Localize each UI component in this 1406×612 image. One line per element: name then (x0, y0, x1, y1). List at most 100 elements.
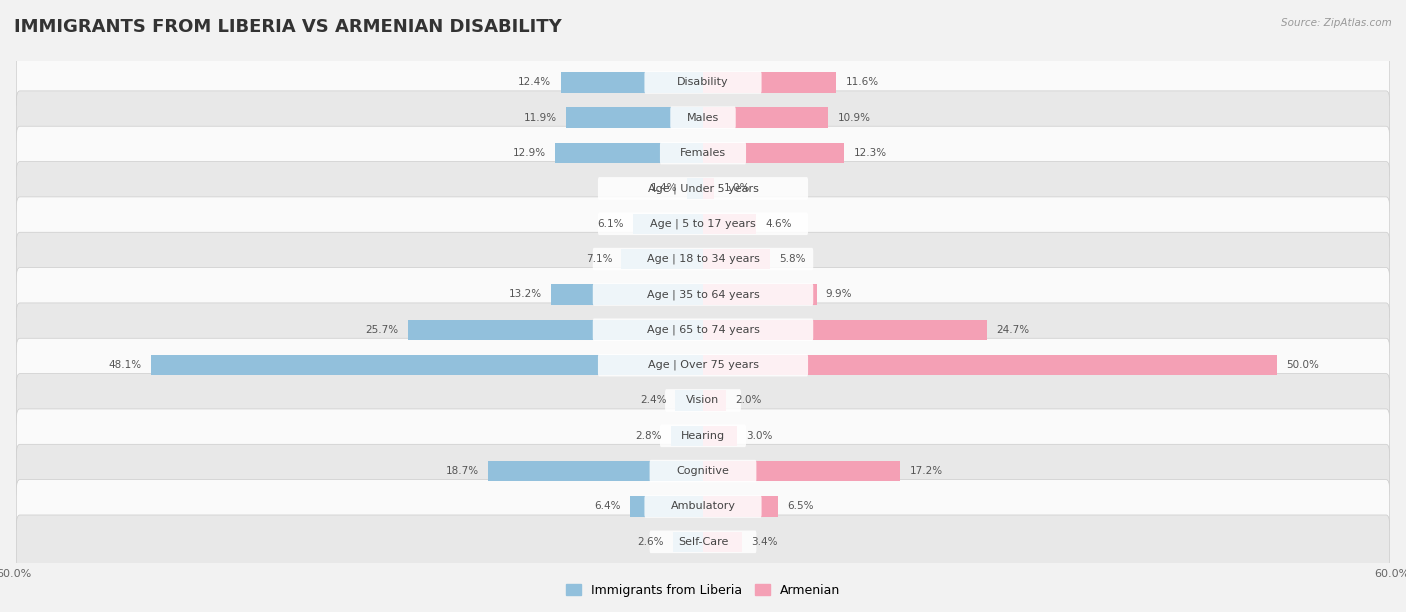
Bar (488, 461, 703, 482)
Text: 6.4%: 6.4% (593, 501, 620, 512)
Bar (703, 72, 837, 92)
Bar (703, 390, 725, 411)
FancyBboxPatch shape (644, 495, 762, 518)
Text: 1.4%: 1.4% (651, 184, 678, 193)
Text: Cognitive: Cognitive (676, 466, 730, 476)
Text: 4.6%: 4.6% (765, 218, 792, 229)
FancyBboxPatch shape (17, 409, 1389, 463)
Text: 13.2%: 13.2% (509, 289, 543, 299)
Text: 17.2%: 17.2% (910, 466, 943, 476)
FancyBboxPatch shape (659, 142, 747, 165)
Bar (703, 143, 844, 163)
Bar (150, 355, 703, 375)
FancyBboxPatch shape (17, 338, 1389, 392)
FancyBboxPatch shape (17, 480, 1389, 533)
FancyBboxPatch shape (671, 106, 735, 129)
FancyBboxPatch shape (598, 177, 808, 200)
Text: Source: ZipAtlas.com: Source: ZipAtlas.com (1281, 18, 1392, 28)
Text: Age | 5 to 17 years: Age | 5 to 17 years (650, 218, 756, 229)
Bar (703, 355, 1277, 375)
Bar (561, 72, 703, 92)
Bar (703, 249, 769, 269)
Text: Males: Males (688, 113, 718, 123)
Text: 3.0%: 3.0% (747, 431, 773, 441)
Text: 7.1%: 7.1% (586, 254, 612, 264)
FancyBboxPatch shape (17, 56, 1389, 110)
FancyBboxPatch shape (593, 318, 813, 341)
Bar (703, 284, 817, 305)
Text: 6.1%: 6.1% (598, 218, 624, 229)
Text: Ambulatory: Ambulatory (671, 501, 735, 512)
FancyBboxPatch shape (650, 531, 756, 553)
Text: Age | Over 75 years: Age | Over 75 years (648, 360, 758, 370)
Bar (633, 214, 703, 234)
Bar (688, 178, 703, 199)
Bar (621, 249, 703, 269)
Text: 2.6%: 2.6% (637, 537, 664, 547)
Bar (703, 496, 778, 517)
FancyBboxPatch shape (17, 267, 1389, 321)
FancyBboxPatch shape (650, 460, 756, 482)
Text: 12.3%: 12.3% (853, 148, 887, 158)
Bar (703, 108, 828, 128)
Text: Age | 35 to 64 years: Age | 35 to 64 years (647, 289, 759, 300)
FancyBboxPatch shape (598, 354, 808, 376)
FancyBboxPatch shape (17, 444, 1389, 498)
Text: 18.7%: 18.7% (446, 466, 479, 476)
Bar (551, 284, 703, 305)
Text: 1.0%: 1.0% (724, 184, 749, 193)
Text: 11.6%: 11.6% (845, 77, 879, 88)
Bar (703, 532, 742, 552)
FancyBboxPatch shape (659, 425, 747, 447)
Text: 2.8%: 2.8% (636, 431, 662, 441)
Text: Age | 65 to 74 years: Age | 65 to 74 years (647, 324, 759, 335)
Text: 11.9%: 11.9% (524, 113, 557, 123)
Bar (703, 214, 756, 234)
Bar (671, 425, 703, 446)
FancyBboxPatch shape (593, 248, 813, 271)
FancyBboxPatch shape (17, 91, 1389, 144)
Text: Hearing: Hearing (681, 431, 725, 441)
FancyBboxPatch shape (665, 389, 741, 412)
FancyBboxPatch shape (17, 162, 1389, 215)
Text: 25.7%: 25.7% (366, 325, 399, 335)
Text: 2.4%: 2.4% (640, 395, 666, 406)
Bar (408, 319, 703, 340)
FancyBboxPatch shape (17, 515, 1389, 569)
Bar (703, 425, 738, 446)
Text: 5.8%: 5.8% (779, 254, 806, 264)
Text: 2.0%: 2.0% (735, 395, 762, 406)
FancyBboxPatch shape (17, 303, 1389, 357)
Text: 12.4%: 12.4% (519, 77, 551, 88)
Text: Age | Under 5 years: Age | Under 5 years (648, 183, 758, 193)
Text: 48.1%: 48.1% (108, 360, 142, 370)
Bar (703, 461, 900, 482)
FancyBboxPatch shape (17, 232, 1389, 286)
FancyBboxPatch shape (644, 71, 762, 94)
FancyBboxPatch shape (598, 212, 808, 235)
Text: 12.9%: 12.9% (513, 148, 546, 158)
Text: Age | 18 to 34 years: Age | 18 to 34 years (647, 254, 759, 264)
Bar (675, 390, 703, 411)
Text: 3.4%: 3.4% (751, 537, 778, 547)
Text: 10.9%: 10.9% (838, 113, 870, 123)
Text: 24.7%: 24.7% (995, 325, 1029, 335)
Text: IMMIGRANTS FROM LIBERIA VS ARMENIAN DISABILITY: IMMIGRANTS FROM LIBERIA VS ARMENIAN DISA… (14, 18, 562, 36)
Bar (703, 319, 987, 340)
Legend: Immigrants from Liberia, Armenian: Immigrants from Liberia, Armenian (561, 579, 845, 602)
FancyBboxPatch shape (593, 283, 813, 306)
Bar (630, 496, 703, 517)
Text: Females: Females (681, 148, 725, 158)
FancyBboxPatch shape (17, 126, 1389, 180)
Text: 9.9%: 9.9% (825, 289, 852, 299)
FancyBboxPatch shape (17, 373, 1389, 427)
Bar (703, 178, 714, 199)
Bar (567, 108, 703, 128)
FancyBboxPatch shape (17, 197, 1389, 251)
Text: 50.0%: 50.0% (1286, 360, 1319, 370)
Text: Disability: Disability (678, 77, 728, 88)
Text: Vision: Vision (686, 395, 720, 406)
Bar (673, 532, 703, 552)
Text: Self-Care: Self-Care (678, 537, 728, 547)
Bar (555, 143, 703, 163)
